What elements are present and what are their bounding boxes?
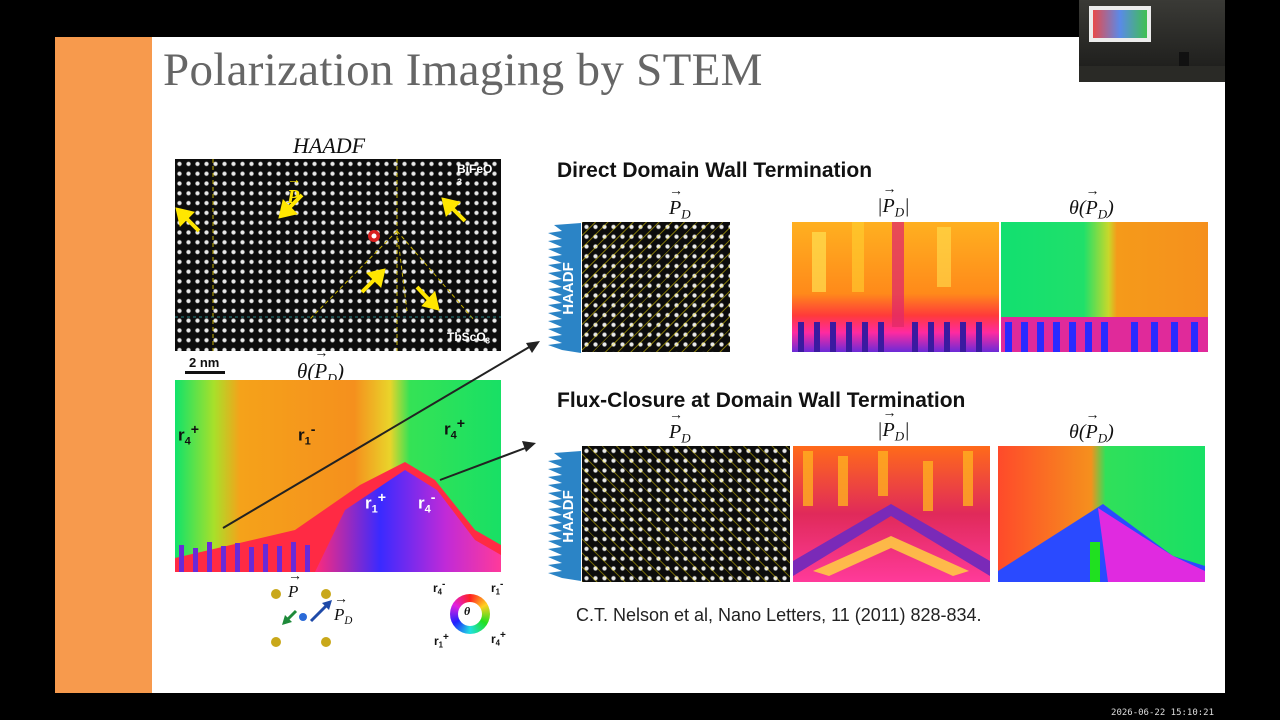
flux-pd-label: → PD xyxy=(669,408,691,446)
domain-label-r4-plus-right: r4+ xyxy=(444,416,466,442)
webcam-overlay xyxy=(1079,0,1225,82)
citation: C.T. Nelson et al, Nano Letters, 11 (201… xyxy=(576,605,982,625)
slide: Polarization Imaging by STEM HAADF BiFeO… xyxy=(55,37,1225,693)
wheel-label-br: r4+ xyxy=(491,630,506,648)
wheel-label-bl: r1+ xyxy=(434,632,449,650)
direct-pd-vector-map xyxy=(582,222,730,352)
wheel-label-tr: r1- xyxy=(491,579,504,597)
domain-label-r1-minus-top: r1- xyxy=(298,422,316,448)
polarization-schematic: → P → PD xyxy=(260,570,370,657)
accent-bar xyxy=(55,37,152,693)
bifeo3-label: BiFeO xyxy=(457,162,493,176)
haadf-title: HAADF xyxy=(293,133,366,158)
flux-magnitude-map xyxy=(793,446,990,582)
color-wheel-legend: θ r4- r1- r1+ r4+ xyxy=(433,577,523,652)
direct-abs-pd-label: | → PD| xyxy=(877,182,910,220)
scale-bar-label: 2 nm xyxy=(189,355,220,370)
slide-title: Polarization Imaging by STEM xyxy=(163,44,763,96)
flux-theta-label: θ(→ PD) xyxy=(1069,408,1114,446)
theta-map-image: r4+ r1- r4+ r1+ r4- xyxy=(175,380,501,572)
haadf-image: BiFeO 3 TbScO3 → P xyxy=(175,159,501,351)
domain-label-r4-minus-center: r4- xyxy=(418,490,436,516)
flux-theta-map xyxy=(998,446,1205,582)
tbsco3-label: TbScO3 xyxy=(447,330,491,346)
direct-theta-map xyxy=(1001,222,1208,352)
direct-theta-label: θ(→ PD) xyxy=(1069,184,1114,222)
flux-pd-vector-map xyxy=(582,446,790,582)
theta-pd-label: θ(→ PD) xyxy=(297,346,345,386)
color-wheel-center xyxy=(458,602,482,626)
wheel-label-tl: r4- xyxy=(433,579,446,597)
domain-label-r4-plus-left: r4+ xyxy=(178,422,200,448)
domain-label-r1-plus-center: r1+ xyxy=(365,490,387,516)
flux-abs-pd-label: | → PD| xyxy=(877,406,910,444)
pointer-arrows xyxy=(222,341,540,529)
p-vector-label: → P xyxy=(287,173,301,209)
direct-heading: Direct Domain Wall Termination xyxy=(557,159,873,182)
bifeo3-subscript: 3 xyxy=(457,177,463,187)
direct-magnitude-map xyxy=(792,222,999,352)
scale-bar xyxy=(185,371,225,374)
haadf-side-tab-flux: HAADF xyxy=(548,451,581,581)
flux-heading: Flux-Closure at Domain Wall Termination xyxy=(557,389,966,412)
direct-pd-label: → PD xyxy=(669,184,691,222)
color-wheel-theta: θ xyxy=(464,604,471,618)
timestamp: 2026-06-22 15:10:21 xyxy=(1111,708,1214,718)
haadf-side-tab-direct: HAADF xyxy=(548,223,581,353)
